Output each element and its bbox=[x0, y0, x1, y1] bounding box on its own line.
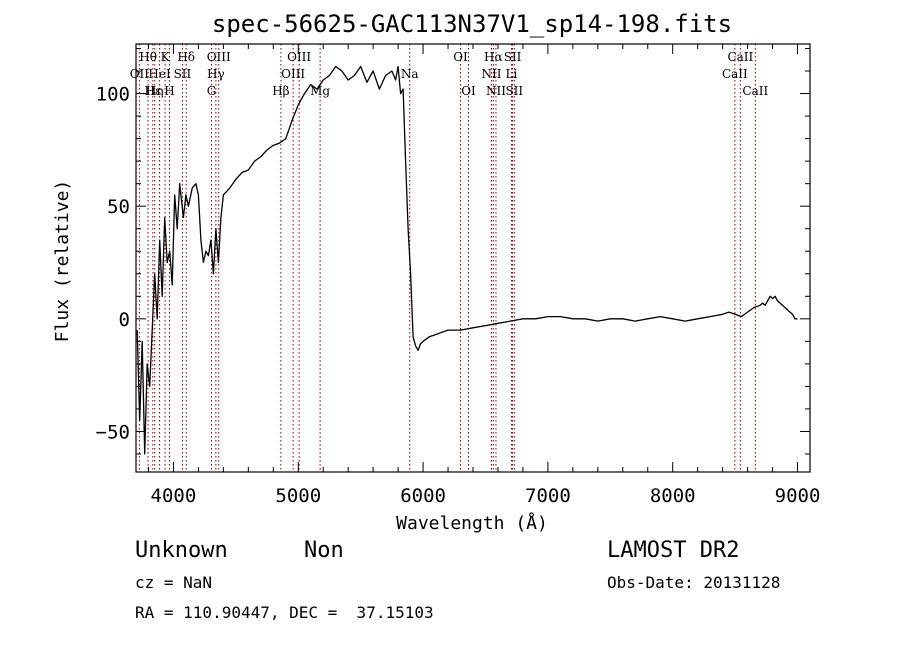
y-tick-label: −50 bbox=[96, 421, 130, 443]
spectral-line-markers bbox=[138, 44, 756, 472]
line-marker-label-22: SII bbox=[504, 50, 522, 64]
line-marker-label-2: Hε bbox=[145, 84, 162, 98]
line-marker-label-4: HeI bbox=[148, 67, 171, 81]
x-tick-label: 9000 bbox=[775, 485, 821, 507]
y-tick-label: 50 bbox=[107, 196, 130, 218]
line-marker-label-1: OII bbox=[130, 67, 150, 81]
y-axis-ticks: −50 0 50 100 bbox=[96, 48, 810, 455]
line-marker-label-19: Hα bbox=[484, 50, 503, 64]
coordinates: RA = 110.90447, DEC = 37.15103 bbox=[135, 603, 434, 622]
x-tick-label: 5000 bbox=[275, 485, 321, 507]
line-marker-label-6: H bbox=[164, 84, 174, 98]
plot-frame bbox=[135, 43, 811, 473]
line-marker-label-24: SII bbox=[505, 84, 523, 98]
line-marker-label-17: OI bbox=[453, 50, 468, 64]
line-marker-label-23: Li bbox=[506, 67, 518, 81]
line-marker-label-20: NII bbox=[481, 67, 501, 81]
line-marker-label-3: K bbox=[161, 50, 171, 64]
object-subclass: Non bbox=[304, 538, 344, 563]
line-marker-label-27: CaII bbox=[742, 84, 768, 98]
line-marker-label-0: Hθ bbox=[139, 50, 157, 64]
redshift-cz: cz = NaN bbox=[135, 573, 213, 592]
line-marker-label-14: Hβ bbox=[272, 84, 289, 98]
chart-title: spec-56625-GAC113N37V1_sp14-198.fits bbox=[212, 10, 732, 38]
x-axis-label: Wavelength (Å) bbox=[396, 512, 548, 534]
line-marker-label-5: Hη bbox=[146, 84, 164, 98]
line-marker-label-11: G bbox=[207, 84, 217, 98]
line-marker-label-16: Na bbox=[401, 67, 419, 81]
spectrum-series-line bbox=[136, 65, 798, 455]
line-marker-label-13: OIII bbox=[281, 67, 305, 81]
x-tick-label: 7000 bbox=[525, 485, 571, 507]
line-marker-label-9: OIII bbox=[207, 50, 231, 64]
line-marker-label-7: Hδ bbox=[177, 50, 195, 64]
x-axis-ticks: 4000 5000 6000 7000 8000 9000 bbox=[147, 44, 821, 507]
line-marker-label-26: CaII bbox=[722, 67, 748, 81]
line-marker-label-10: Hγ bbox=[207, 67, 225, 81]
line-marker-label-18: OI bbox=[461, 84, 476, 98]
line-marker-label-8: SII bbox=[174, 67, 192, 81]
survey-name: LAMOST DR2 bbox=[607, 538, 740, 563]
line-marker-label-25: CaII bbox=[727, 50, 753, 64]
x-tick-label: 6000 bbox=[400, 485, 446, 507]
observation-date: Obs-Date: 20131128 bbox=[607, 573, 781, 592]
x-tick-label: 8000 bbox=[650, 485, 696, 507]
line-marker-label-12: OIII bbox=[287, 50, 311, 64]
line-marker-label-21: NII bbox=[486, 84, 506, 98]
y-tick-label: 0 bbox=[119, 309, 130, 331]
y-axis-label: Flux (relative) bbox=[52, 180, 73, 343]
object-class: Unknown bbox=[135, 538, 228, 563]
y-tick-label: 100 bbox=[96, 84, 130, 106]
x-tick-label: 4000 bbox=[151, 485, 197, 507]
